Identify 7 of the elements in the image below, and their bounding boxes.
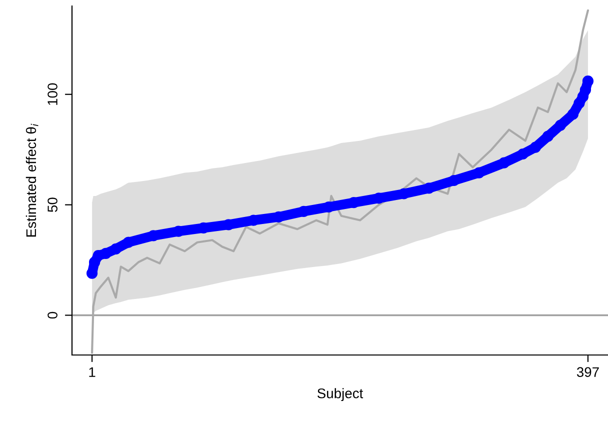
y-tick-label: 0 [48, 312, 58, 319]
x-axis-title: Subject [317, 388, 364, 402]
x-tick-label: 397 [576, 367, 599, 378]
y-tick-label: 100 [48, 83, 58, 105]
y-tick-label: 50 [48, 198, 58, 212]
x-tick-label: 1 [89, 367, 96, 377]
y-axis-title: Estimated effect θ$_{i}$ [26, 124, 38, 237]
